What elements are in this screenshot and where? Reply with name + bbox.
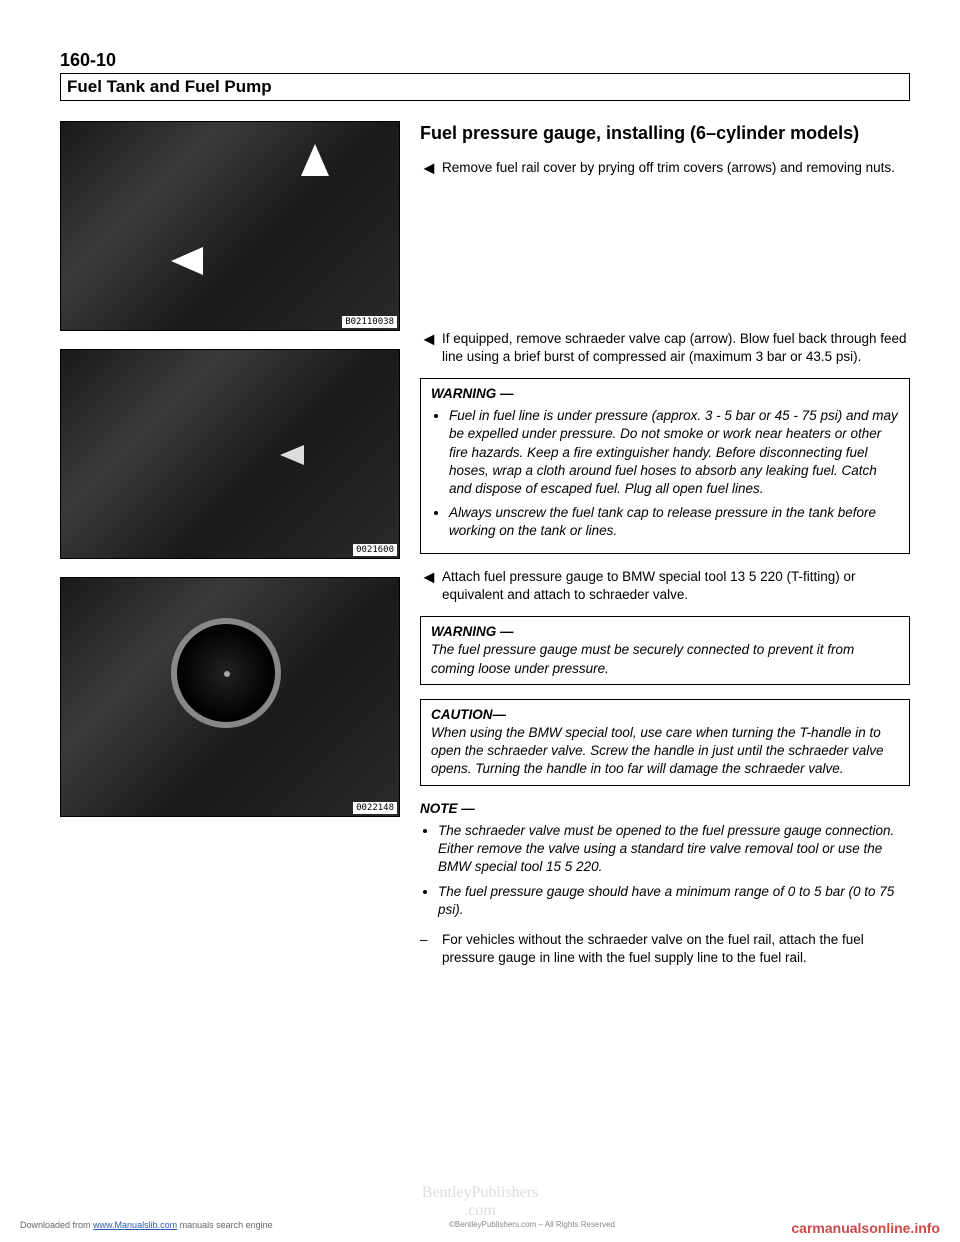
caution-text: When using the BMW special tool, use car… bbox=[431, 724, 899, 779]
footer-copyright: ©BentleyPublishers.com – All Rights Rese… bbox=[449, 1220, 615, 1236]
figure-3: 0022148 bbox=[60, 577, 400, 817]
footer-left: Downloaded from www.Manualslib.com manua… bbox=[20, 1220, 273, 1236]
section-title: Fuel Tank and Fuel Pump bbox=[60, 73, 910, 101]
warning-title: WARNING — bbox=[431, 623, 899, 641]
dash-marker: – bbox=[420, 931, 432, 967]
warning-item: Always unscrew the fuel tank cap to rele… bbox=[449, 504, 899, 540]
step-text: Remove fuel rail cover by prying off tri… bbox=[442, 159, 910, 177]
caution-title: CAUTION— bbox=[431, 706, 899, 724]
step-arrow-icon: ◄ bbox=[420, 568, 434, 604]
note-item: The fuel pressure gauge should have a mi… bbox=[438, 883, 910, 919]
text-column: Fuel pressure gauge, installing (6–cylin… bbox=[420, 121, 910, 967]
warning-text: The fuel pressure gauge must be securely… bbox=[431, 641, 899, 677]
step-text: Attach fuel pressure gauge to BMW specia… bbox=[442, 568, 910, 604]
watermark-bentley: BentleyPublishers .com bbox=[0, 1184, 960, 1220]
procedure-step: ◄ Attach fuel pressure gauge to BMW spec… bbox=[420, 568, 910, 604]
warning-box: WARNING — Fuel in fuel line is under pre… bbox=[420, 378, 910, 554]
figure-1: B02110038 bbox=[60, 121, 400, 331]
figure-2: 0021600 bbox=[60, 349, 400, 559]
step-arrow-icon: ◄ bbox=[420, 159, 434, 177]
note-item: The schraeder valve must be opened to th… bbox=[438, 822, 910, 877]
manualslib-link[interactable]: www.Manualslib.com bbox=[93, 1220, 177, 1230]
note-title: NOTE — bbox=[420, 800, 910, 818]
page-footer: Downloaded from www.Manualslib.com manua… bbox=[20, 1220, 940, 1236]
warning-box: WARNING — The fuel pressure gauge must b… bbox=[420, 616, 910, 685]
warning-item: Fuel in fuel line is under pressure (app… bbox=[449, 407, 899, 498]
note-block: NOTE — The schraeder valve must be opene… bbox=[420, 800, 910, 919]
figures-column: B02110038 0021600 0022148 bbox=[60, 121, 400, 967]
footer-watermark: carmanualsonline.info bbox=[791, 1220, 940, 1236]
step-text: If equipped, remove schraeder valve cap … bbox=[442, 330, 910, 366]
warning-title: WARNING — bbox=[431, 385, 899, 403]
subsection-heading: Fuel pressure gauge, installing (6–cylin… bbox=[420, 121, 910, 145]
figure-label: 0022148 bbox=[353, 802, 397, 814]
figure-label: B02110038 bbox=[342, 316, 397, 328]
step-arrow-icon: ◄ bbox=[420, 330, 434, 366]
page-number: 160-10 bbox=[60, 50, 910, 71]
figure-label: 0021600 bbox=[353, 544, 397, 556]
procedure-step: – For vehicles without the schraeder val… bbox=[420, 931, 910, 967]
procedure-step: ◄ Remove fuel rail cover by prying off t… bbox=[420, 159, 910, 177]
caution-box: CAUTION— When using the BMW special tool… bbox=[420, 699, 910, 786]
procedure-step: ◄ If equipped, remove schraeder valve ca… bbox=[420, 330, 910, 366]
step-text: For vehicles without the schraeder valve… bbox=[442, 931, 910, 967]
